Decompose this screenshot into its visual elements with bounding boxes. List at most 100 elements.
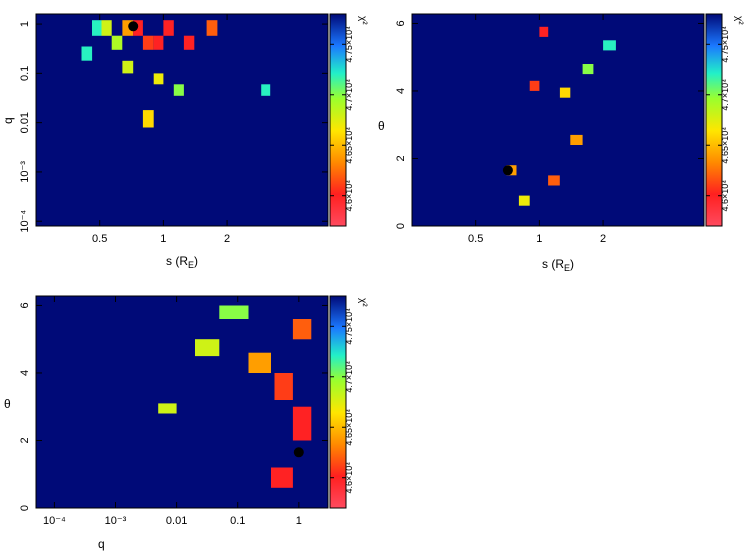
heatmap-cell (81, 46, 93, 61)
heatmap-cell (559, 87, 571, 98)
y-tick-label: 1 (19, 21, 31, 27)
colorbar-tick-label: 4.75×10⁴ (344, 308, 354, 345)
plot-area (411, 13, 705, 227)
heatmap-cell (206, 20, 218, 36)
colorbar: 4.6×10⁴ 4.65×10⁴ 4.7×10⁴ 4.75×10⁴ χ² (329, 295, 368, 509)
colorbar-tick-label: 4.6×10⁴ (720, 180, 730, 212)
heatmap-cell (133, 20, 143, 36)
y-tick-label: 2 (19, 437, 31, 443)
heatmap-cell (153, 35, 164, 50)
heatmap-cell (292, 406, 312, 441)
heatmap-cell (122, 60, 134, 74)
panel-s-vs-q: 0.5 1 2 10⁻⁴ 10⁻³ 0.01 0.1 1 s (RE) q (1, 13, 329, 270)
heatmap-cell (183, 35, 195, 50)
heatmap-cell (570, 134, 583, 145)
y-tick-label: 10⁻³ (19, 161, 31, 183)
colorbar-title: χ² (357, 298, 368, 307)
heatmap-cell (548, 175, 560, 186)
heatmap-cell (163, 20, 174, 36)
colorbar-gradient (705, 13, 723, 227)
heatmap-cell (122, 20, 134, 36)
best-fit-point (293, 447, 304, 458)
y-tick-label: 6 (395, 20, 407, 26)
colorbar-ticks: 4.6×10⁴ 4.65×10⁴ 4.7×10⁴ 4.75×10⁴ (330, 308, 354, 494)
colorbar: 4.6×10⁴ 4.65×10⁴ 4.7×10⁴ 4.75×10⁴ χ² (705, 13, 744, 227)
heatmap-cell (142, 110, 154, 128)
x-axis-ticks: 0.5 1 2 (468, 14, 606, 245)
heatmap-cell (111, 35, 123, 50)
y-tick-label: 0.1 (19, 66, 31, 81)
y-tick-label: 10⁻⁴ (19, 210, 31, 233)
x-axis-label: s (RE) (166, 254, 198, 270)
y-axis-ticks: 0 2 4 6 (19, 302, 328, 511)
colorbar-tick-label: 4.6×10⁴ (344, 180, 354, 212)
y-tick-label: 2 (395, 155, 407, 161)
colorbar-tick-label: 4.65×10⁴ (344, 409, 354, 446)
panel-s-vs-theta: 0.5 1 2 0 2 4 6 s (RE) θ (378, 13, 705, 273)
y-tick-label: 4 (19, 370, 31, 376)
y-axis-label: θ (378, 119, 385, 133)
heatmap-cell (603, 40, 616, 51)
heatmap-cell (274, 373, 293, 400)
x-tick-label: 1 (536, 233, 542, 245)
heatmap-cell (261, 84, 271, 96)
colorbar-ticks: 4.6×10⁴ 4.65×10⁴ 4.7×10⁴ 4.75×10⁴ (706, 26, 730, 212)
y-tick-label: 4 (395, 88, 407, 94)
colorbar-tick-label: 4.7×10⁴ (344, 79, 354, 111)
heatmap-cell (271, 467, 293, 488)
best-fit-point (128, 21, 139, 32)
heatmap-cell (518, 195, 530, 206)
x-tick-label: 10⁻³ (105, 515, 127, 527)
x-tick-label: 1 (296, 515, 302, 527)
y-axis-label: θ (4, 397, 11, 411)
heatmap-cell (92, 20, 102, 36)
panel-q-vs-theta: 10⁻⁴ 10⁻³ 0.01 0.1 1 0 2 4 6 q θ (4, 295, 329, 551)
y-tick-label: 6 (19, 302, 31, 308)
plot-area (35, 13, 329, 227)
x-axis-ticks: 0.5 1 2 (92, 14, 230, 245)
heatmap-cell (142, 35, 154, 50)
y-tick-label: 0 (395, 223, 407, 229)
colorbar-gradient (329, 13, 347, 227)
colorbar-tick-label: 4.7×10⁴ (720, 79, 730, 111)
x-tick-label: 0.1 (230, 515, 245, 527)
heatmap-cells (81, 20, 271, 128)
heatmap-cell (292, 319, 312, 340)
y-axis-ticks: 0 2 4 6 (395, 20, 704, 229)
heatmap-cell (173, 84, 184, 96)
x-tick-label: 0.5 (468, 233, 483, 245)
colorbar: 4.6×10⁴ 4.65×10⁴ 4.7×10⁴ 4.75×10⁴ χ² (329, 13, 368, 227)
heatmap-cell (101, 20, 112, 36)
y-axis-ticks: 10⁻⁴ 10⁻³ 0.01 0.1 1 (19, 21, 328, 233)
heatmap-cell (158, 403, 177, 414)
y-tick-label: 0.01 (19, 112, 31, 133)
colorbar-tick-label: 4.75×10⁴ (720, 26, 730, 63)
colorbar-tick-label: 4.6×10⁴ (344, 462, 354, 494)
heatmap-cell (195, 339, 220, 357)
heatmap-cell (248, 352, 271, 373)
heatmap-cells (158, 305, 312, 488)
colorbar-title: χ² (733, 16, 744, 25)
colorbar-tick-label: 4.75×10⁴ (344, 26, 354, 63)
heatmap-cell (529, 80, 540, 91)
x-tick-label: 2 (600, 233, 606, 245)
heatmap-cell (153, 73, 164, 85)
best-fit-point (502, 165, 513, 176)
x-tick-label: 1 (160, 233, 166, 245)
x-axis-label: q (98, 537, 105, 551)
colorbar-tick-label: 4.65×10⁴ (344, 127, 354, 164)
y-tick-label: 0 (19, 505, 31, 511)
x-tick-label: 2 (224, 233, 230, 245)
colorbar-tick-label: 4.65×10⁴ (720, 127, 730, 164)
x-tick-label: 0.01 (166, 515, 187, 527)
colorbar-gradient (329, 295, 347, 509)
x-tick-label: 10⁻⁴ (43, 515, 66, 527)
x-axis-ticks: 10⁻⁴ 10⁻³ 0.01 0.1 1 (43, 296, 302, 527)
x-axis-label: s (RE) (542, 257, 574, 273)
colorbar-ticks: 4.6×10⁴ 4.65×10⁴ 4.7×10⁴ 4.75×10⁴ (330, 26, 354, 212)
colorbar-tick-label: 4.7×10⁴ (344, 361, 354, 393)
y-axis-label: q (1, 117, 15, 124)
colorbar-title: χ² (357, 16, 368, 25)
x-tick-label: 0.5 (92, 233, 107, 245)
